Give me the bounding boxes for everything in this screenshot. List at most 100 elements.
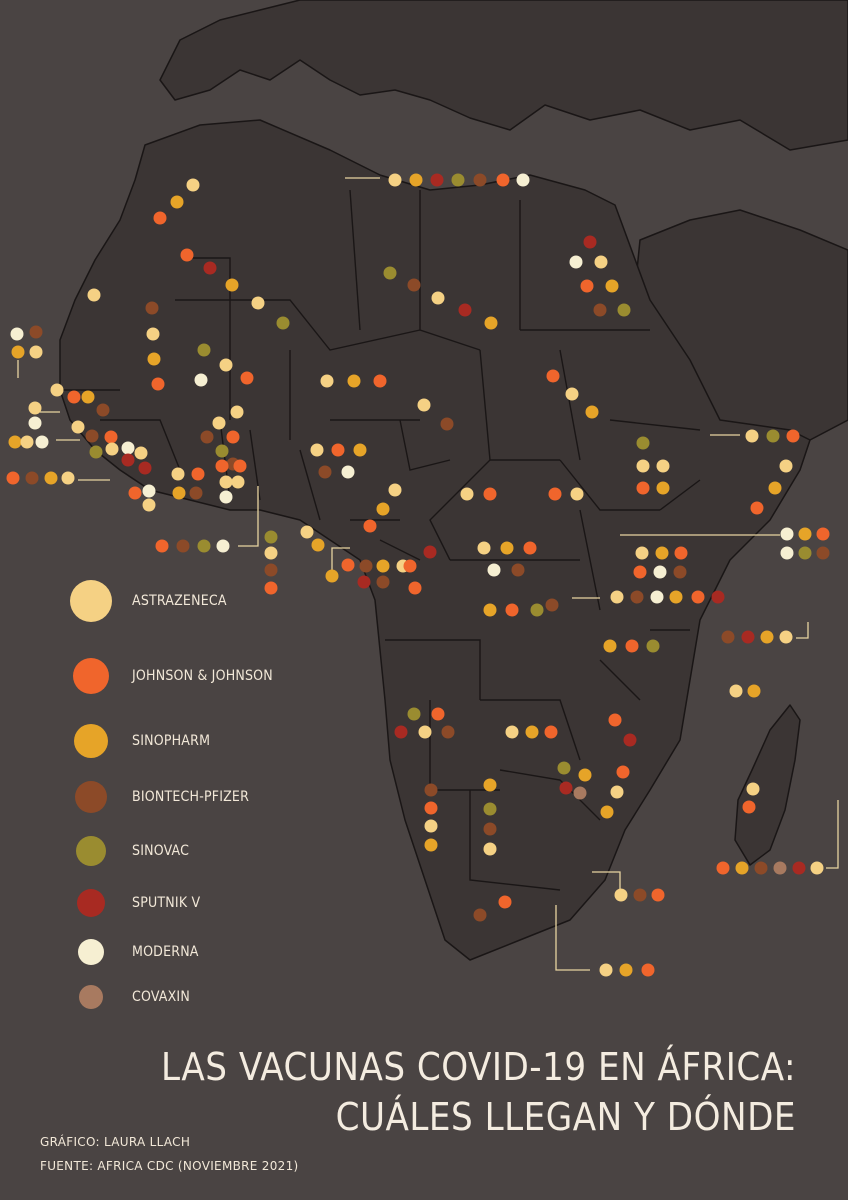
vaccine-dot-astrazeneca [460,487,474,501]
vaccine-dot-moderna [121,441,135,455]
vaccine-dot-johnson-johnson [6,471,20,485]
leader-line-12 [555,905,590,971]
vaccine-dot-astrazeneca [219,358,233,372]
leader-line-11 [592,871,621,892]
vaccine-dot-biontech-pfizer [593,303,607,317]
vaccine-dot-biontech-pfizer [25,471,39,485]
vaccine-dot-johnson-johnson [548,487,562,501]
vaccine-dot-johnson-johnson [403,559,417,573]
vaccine-dot-sinopharm [603,639,617,653]
vaccine-dot-biontech-pfizer [473,173,487,187]
vaccine-dot-sinopharm [484,316,498,330]
vaccine-dot-biontech-pfizer [473,908,487,922]
vaccine-dot-astrazeneca [50,383,64,397]
vaccine-dot-johnson-johnson [424,801,438,815]
europe-landmass [159,0,848,151]
vaccine-dot-sputnik-v [559,781,573,795]
vaccine-dot-sputnik-v [741,630,755,644]
vaccine-dot-sinovac [530,603,544,617]
vaccine-dot-biontech-pfizer [721,630,735,644]
vaccine-dot-sinovac [617,303,631,317]
legend-swatch-astrazeneca [70,580,112,622]
vaccine-dot-johnson-johnson [636,481,650,495]
vaccine-dot-astrazeneca [424,819,438,833]
vaccine-dot-sinopharm [44,471,58,485]
vaccine-dot-sinopharm [376,559,390,573]
vaccine-dot-astrazeneca [300,525,314,539]
vaccine-dot-astrazeneca [105,442,119,456]
vaccine-dot-sinopharm [347,374,361,388]
vaccine-dot-moderna [650,590,664,604]
vaccine-dot-astrazeneca [614,888,628,902]
vaccine-dot-astrazeneca [219,475,233,489]
legend-label-astrazeneca: ASTRAZENECA [132,593,227,609]
legend-item-sinopharm: SINOPHARM [70,724,210,758]
vaccine-dot-sinovac [557,761,571,775]
vaccine-dot-biontech-pfizer [816,546,830,560]
vaccine-dot-sinopharm [798,527,812,541]
vaccine-dot-johnson-johnson [233,459,247,473]
vaccine-dot-sinopharm [311,538,325,552]
vaccine-dot-astrazeneca [729,684,743,698]
vaccine-dot-astrazeneca [636,459,650,473]
credit-author: GRÁFICO: LAURA LLACH [40,1135,191,1149]
vaccine-dot-sinopharm [747,684,761,698]
vaccine-dot-biontech-pfizer [359,559,373,573]
vaccine-dot-astrazeneca [230,405,244,419]
vaccine-dot-johnson-johnson [674,546,688,560]
vaccine-dot-biontech-pfizer [189,486,203,500]
legend-item-biontech-pfizer: BIONTECH-PFIZER [70,781,249,813]
vaccine-dot-sinopharm [483,603,497,617]
vaccine-dot-sinopharm [147,352,161,366]
vaccine-dot-moderna [28,416,42,430]
page-title: LAS VACUNAS COVID-19 EN ÁFRICA: CUÁLES L… [161,1042,796,1142]
vaccine-dot-johnson-johnson [226,430,240,444]
vaccine-dot-sinopharm [170,195,184,209]
vaccine-dot-astrazeneca [594,255,608,269]
border-line-13 [559,459,660,511]
border-line-26 [100,419,181,471]
border-line-4 [419,190,481,351]
vaccine-dot-johnson-johnson [641,963,655,977]
vaccine-dot-johnson-johnson [373,374,387,388]
vaccine-dot-sinovac [798,546,812,560]
vaccine-dot-moderna [516,173,530,187]
border-line-29 [299,449,321,521]
vaccine-dot-sinopharm [578,768,592,782]
vaccine-dot-sinopharm [735,861,749,875]
vaccine-dot-sinopharm [483,778,497,792]
vaccine-dot-sinopharm [225,278,239,292]
vaccine-dot-astrazeneca [656,459,670,473]
vaccine-dot-biontech-pfizer [673,565,687,579]
border-line-14 [609,419,701,431]
vaccine-dot-sinopharm [585,405,599,419]
vaccine-dot-moderna [194,373,208,387]
vaccine-dot-johnson-johnson [608,713,622,727]
leader-line-5 [331,547,350,570]
vaccine-dot-johnson-johnson [153,211,167,225]
legend-item-johnson-johnson: JOHNSON & JOHNSON [70,658,273,694]
vaccine-dot-johnson-johnson [180,248,194,262]
vaccine-dot-sinopharm [172,486,186,500]
vaccine-dot-johnson-johnson [191,467,205,481]
border-line-11 [559,349,581,461]
border-line-22 [469,790,561,891]
vaccine-dot-biontech-pfizer [424,783,438,797]
vaccine-dot-covaxin [773,861,787,875]
vaccine-dot-sinopharm [353,443,367,457]
legend-label-sputnik-v: SPUTNIK V [132,895,201,911]
vaccine-dot-biontech-pfizer [85,429,99,443]
vaccine-dot-biontech-pfizer [318,465,332,479]
vaccine-dot-astrazeneca [251,296,265,310]
vaccine-dot-johnson-johnson [816,527,830,541]
vaccine-dot-sputnik-v [792,861,806,875]
vaccine-dot-astrazeneca [29,345,43,359]
vaccine-dot-moderna [780,546,794,560]
vaccine-dot-sputnik-v [623,733,637,747]
vaccine-dot-biontech-pfizer [441,725,455,739]
vaccine-dot-sinovac [407,707,421,721]
vaccine-dot-astrazeneca [483,842,497,856]
vaccine-dot-johnson-johnson [523,541,537,555]
vaccine-dot-astrazeneca [71,420,85,434]
